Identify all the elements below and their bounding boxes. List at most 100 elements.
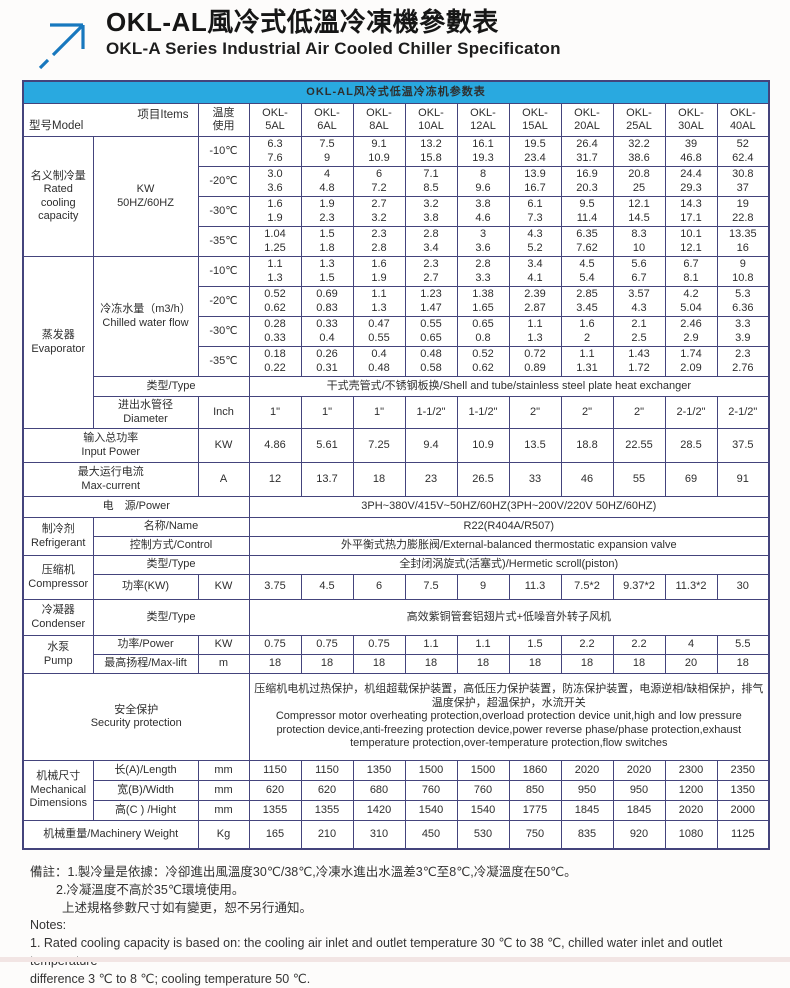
value-cell: 950 bbox=[561, 781, 613, 801]
value-cell: 1-1/2" bbox=[405, 397, 457, 429]
value-cell: 4.3 5.2 bbox=[509, 227, 561, 257]
note-line: 上述規格參數尺寸如有變更，恕不另行通知。 bbox=[62, 900, 790, 918]
value-cell: 1.5 1.8 bbox=[301, 227, 353, 257]
value-cell: 33 bbox=[509, 463, 561, 497]
value-cell: 10.9 bbox=[457, 429, 509, 463]
value-cell: 16.9 20.3 bbox=[561, 167, 613, 197]
temp-cell: -35℃ bbox=[198, 227, 249, 257]
page-subtitle: OKL-A Series Industrial Air Cooled Chill… bbox=[106, 39, 561, 59]
row-label: 功率(KW) bbox=[93, 575, 198, 600]
value-cell: 6.7 8.1 bbox=[665, 257, 717, 287]
temp-cell: -30℃ bbox=[198, 197, 249, 227]
value-cell: 18 bbox=[717, 655, 769, 674]
doc-header: OKL-AL風冷式低溫冷凍機參數表 OKL-A Series Industria… bbox=[36, 8, 561, 72]
value-cell: 1.6 2 bbox=[561, 317, 613, 347]
value-cell: 1" bbox=[353, 397, 405, 429]
section-label: 名义制冷量 Rated cooling capacity bbox=[23, 137, 93, 257]
value-cell: 0.28 0.33 bbox=[249, 317, 301, 347]
value-cell: 2.85 3.45 bbox=[561, 287, 613, 317]
temp-cell: -20℃ bbox=[198, 167, 249, 197]
table-title: OKL-AL风冷式低温冷冻机参数表 bbox=[23, 81, 769, 104]
value-cell: 30.8 37 bbox=[717, 167, 769, 197]
value-cell: 1" bbox=[249, 397, 301, 429]
unit-cell: KW bbox=[198, 636, 249, 655]
value-cell: 1.1 bbox=[457, 636, 509, 655]
value-cell: 1.74 2.09 bbox=[665, 347, 717, 377]
value-cell: 2" bbox=[509, 397, 561, 429]
value-cell: 165 bbox=[249, 821, 301, 850]
value-cell: 1.04 1.25 bbox=[249, 227, 301, 257]
value-cell: 0.33 0.4 bbox=[301, 317, 353, 347]
value-cell: 69 bbox=[665, 463, 717, 497]
value-cell: 0.47 0.55 bbox=[353, 317, 405, 347]
value-cell: 20.8 25 bbox=[613, 167, 665, 197]
value-cell: 1.43 1.72 bbox=[613, 347, 665, 377]
value-cell: 2.46 2.9 bbox=[665, 317, 717, 347]
value-cell: 2-1/2" bbox=[665, 397, 717, 429]
value-cell: 9 10.8 bbox=[717, 257, 769, 287]
value-cell: 1420 bbox=[353, 801, 405, 821]
value-cell: 2.8 3.4 bbox=[405, 227, 457, 257]
row-label: 冷冻水量（m3/h） Chilled water flow bbox=[93, 257, 198, 377]
value-cell: 4.86 bbox=[249, 429, 301, 463]
value-cell: 0.4 0.48 bbox=[353, 347, 405, 377]
value-cell: 1.1 1.31 bbox=[561, 347, 613, 377]
value-cell: 1200 bbox=[665, 781, 717, 801]
value-cell: 91 bbox=[717, 463, 769, 497]
value-cell: 2020 bbox=[665, 801, 717, 821]
value-cell: 760 bbox=[405, 781, 457, 801]
value-cell: 18 bbox=[561, 655, 613, 674]
model-header-cell: OKL- 15AL bbox=[509, 104, 561, 137]
row-label: 高(C ) /Hight bbox=[93, 801, 198, 821]
value-cell: 6.3 7.6 bbox=[249, 137, 301, 167]
model-header-cell: OKL- 6AL bbox=[301, 104, 353, 137]
value-cell: 1150 bbox=[301, 761, 353, 781]
model-header-cell: OKL- 30AL bbox=[665, 104, 717, 137]
value-cell: 14.3 17.1 bbox=[665, 197, 717, 227]
value-cell: 1.1 1.3 bbox=[353, 287, 405, 317]
merged-value-cell: 干式壳管式/不锈钢板换/Shell and tube/stainless ste… bbox=[249, 377, 769, 397]
value-cell: 680 bbox=[353, 781, 405, 801]
value-cell: 19.5 23.4 bbox=[509, 137, 561, 167]
value-cell: 6 7.2 bbox=[353, 167, 405, 197]
value-cell: 9.4 bbox=[405, 429, 457, 463]
value-cell: 3.3 3.9 bbox=[717, 317, 769, 347]
section-label: 制冷剂 Refrigerant bbox=[23, 518, 93, 556]
unit-cell: KW bbox=[198, 575, 249, 600]
value-cell: 2.2 bbox=[613, 636, 665, 655]
value-cell: 2.3 2.76 bbox=[717, 347, 769, 377]
merged-value-cell: 全封闭涡旋式(活塞式)/Hermetic scroll(piston) bbox=[249, 556, 769, 575]
row-label: 最高扬程/Max-lift bbox=[93, 655, 198, 674]
value-cell: 46 bbox=[561, 463, 613, 497]
unit-label: KW 50HZ/60HZ bbox=[93, 137, 198, 257]
merged-value-cell: R22(R404A/R507) bbox=[249, 518, 769, 537]
unit-cell: m bbox=[198, 655, 249, 674]
value-cell: 6.35 7.62 bbox=[561, 227, 613, 257]
value-cell: 1.1 1.3 bbox=[249, 257, 301, 287]
unit-cell: KW bbox=[198, 429, 249, 463]
value-cell: 5.5 bbox=[717, 636, 769, 655]
value-cell: 1150 bbox=[249, 761, 301, 781]
value-cell: 2.3 2.8 bbox=[353, 227, 405, 257]
value-cell: 3.4 4.1 bbox=[509, 257, 561, 287]
value-cell: 1540 bbox=[457, 801, 509, 821]
note-line: 2.冷凝溫度不高於35℃環境使用。 bbox=[56, 882, 790, 900]
unit-cell: A bbox=[198, 463, 249, 497]
value-cell: 18 bbox=[613, 655, 665, 674]
value-cell: 9.1 10.9 bbox=[353, 137, 405, 167]
value-cell: 450 bbox=[405, 821, 457, 850]
value-cell: 52 62.4 bbox=[717, 137, 769, 167]
value-cell: 26.5 bbox=[457, 463, 509, 497]
value-cell: 4.2 5.04 bbox=[665, 287, 717, 317]
value-cell: 850 bbox=[509, 781, 561, 801]
value-cell: 2-1/2" bbox=[717, 397, 769, 429]
value-cell: 1" bbox=[301, 397, 353, 429]
model-header-cell: OKL- 25AL bbox=[613, 104, 665, 137]
row-label: 电 源/Power bbox=[23, 497, 249, 518]
value-cell: 4 4.8 bbox=[301, 167, 353, 197]
model-header-cell: OKL- 8AL bbox=[353, 104, 405, 137]
value-cell: 7.1 8.5 bbox=[405, 167, 457, 197]
value-cell: 0.65 0.8 bbox=[457, 317, 509, 347]
temp-use-header: 温度 使用 bbox=[198, 104, 249, 137]
